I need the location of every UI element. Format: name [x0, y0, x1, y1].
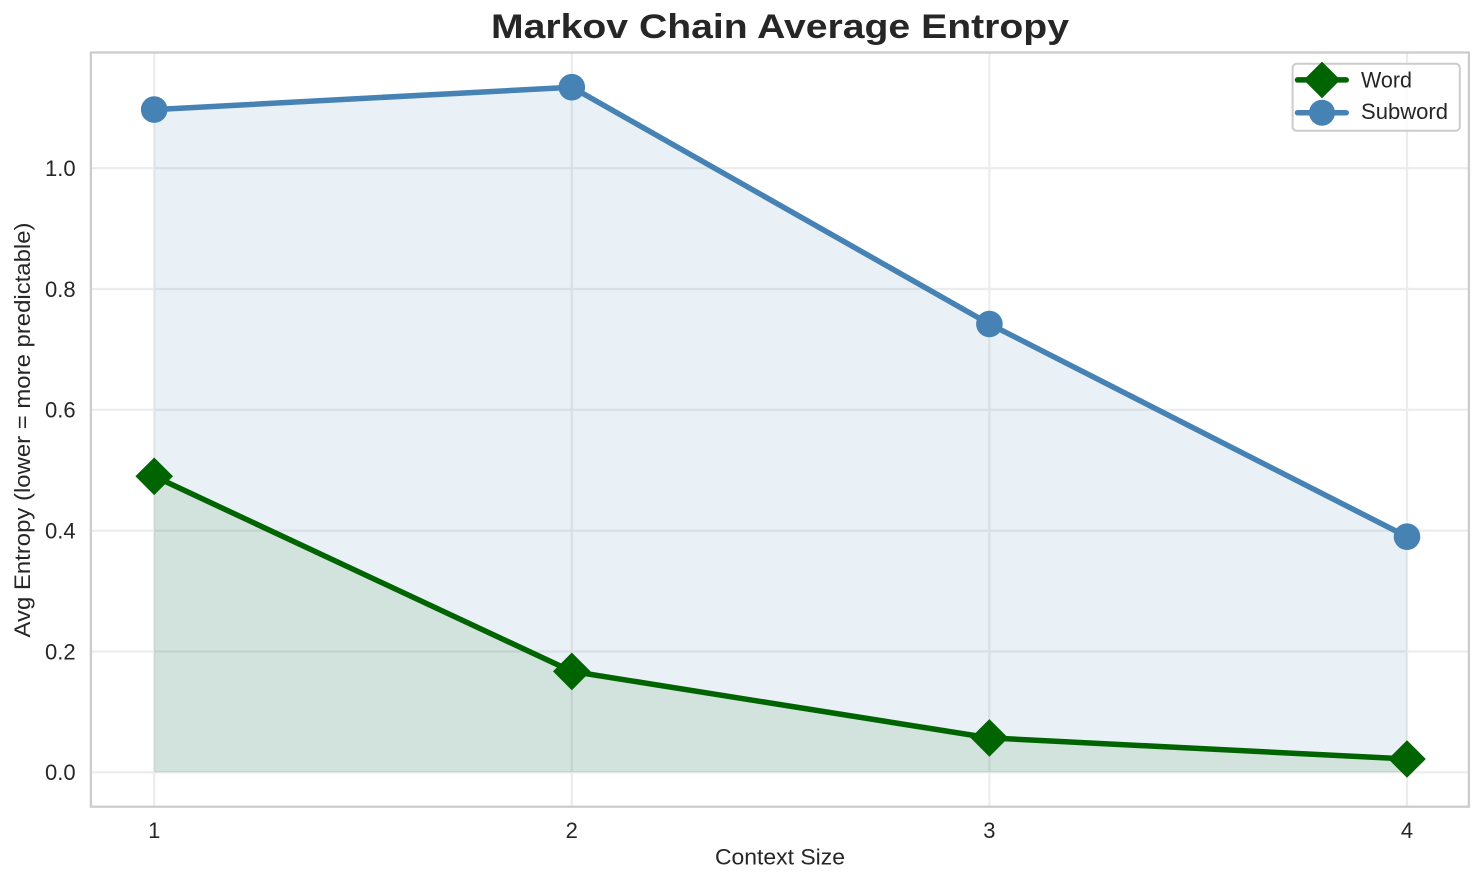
svg-text:2: 2: [566, 818, 578, 843]
svg-text:0.6: 0.6: [45, 398, 76, 423]
svg-text:0.4: 0.4: [45, 519, 76, 544]
svg-text:1: 1: [148, 818, 160, 843]
svg-text:3: 3: [983, 818, 995, 843]
svg-text:4: 4: [1401, 818, 1413, 843]
svg-text:Markov Chain Average Entropy: Markov Chain Average Entropy: [491, 8, 1069, 46]
svg-text:Context Size: Context Size: [715, 845, 845, 870]
svg-text:0.8: 0.8: [45, 277, 76, 302]
svg-text:Avg Entropy (lower = more pred: Avg Entropy (lower = more predictable): [10, 223, 35, 638]
svg-text:1.0: 1.0: [45, 156, 76, 181]
svg-text:Word: Word: [1361, 68, 1412, 93]
svg-text:Subword: Subword: [1361, 99, 1448, 124]
svg-text:0.2: 0.2: [45, 639, 76, 664]
svg-text:0.0: 0.0: [45, 760, 76, 785]
